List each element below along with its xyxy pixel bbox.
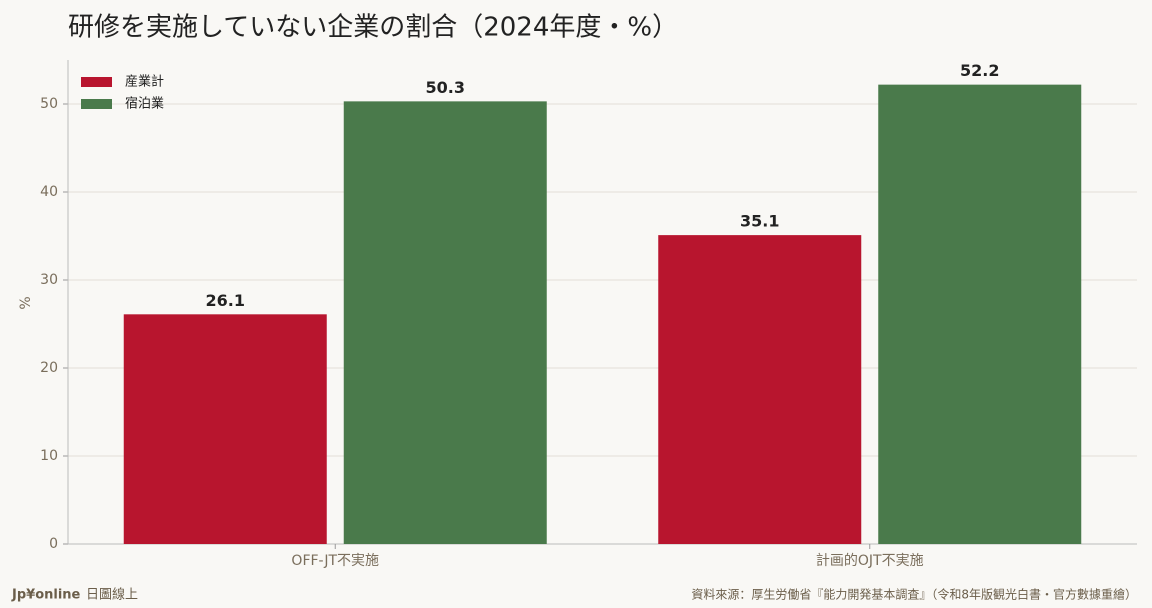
y-axis-label: % — [18, 296, 34, 309]
legend-swatch — [81, 77, 112, 87]
legend-label: 産業計 — [125, 74, 164, 90]
brand: Jp¥online — [11, 588, 81, 603]
source: 資料來源：厚生労働省『能力開発基本調査』（令和8年版観光白書・官方數據重繪） — [691, 587, 1137, 602]
y-tick-label: 30 — [40, 272, 58, 288]
bar — [658, 235, 862, 544]
legend-swatch — [81, 99, 112, 109]
y-tick-label: 0 — [49, 536, 58, 552]
brand-sub: 日圖線上 — [86, 587, 138, 603]
bar — [123, 314, 327, 544]
x-tick-label: 計画的OJT不実施 — [816, 553, 924, 569]
bar — [343, 101, 547, 545]
value-label: 52.2 — [960, 61, 999, 80]
y-tick-label: 50 — [40, 96, 58, 112]
value-label: 26.1 — [206, 291, 245, 310]
x-tick-label: OFF-JT不実施 — [291, 553, 379, 569]
value-label: 50.3 — [426, 78, 465, 97]
chart-title: 研修を実施していない企業の割合（2024年度・%） — [68, 13, 678, 43]
legend-label: 宿泊業 — [125, 96, 164, 112]
value-label: 35.1 — [740, 212, 779, 231]
y-tick-label: 10 — [40, 448, 58, 464]
y-tick-label: 40 — [40, 184, 58, 200]
bar — [878, 84, 1082, 544]
y-tick-label: 20 — [40, 360, 58, 376]
